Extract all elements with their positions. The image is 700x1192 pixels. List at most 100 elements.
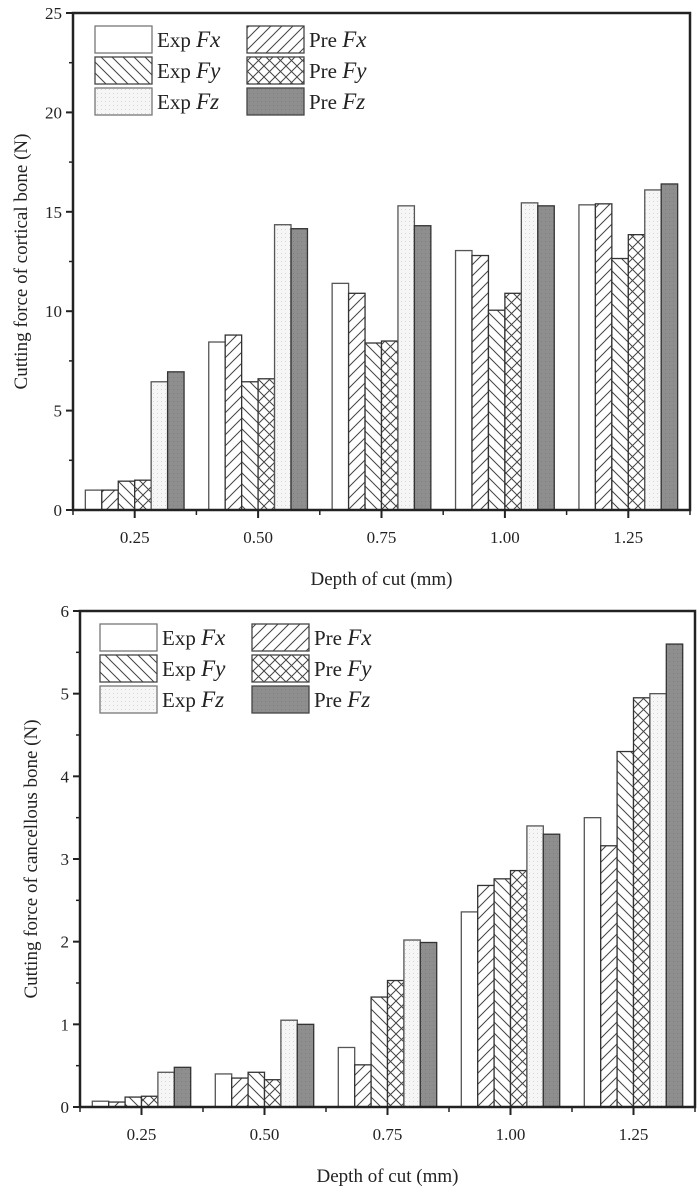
legend-item: Pre Fx [251,623,372,652]
bar-pre-fz-1.00 [537,205,555,511]
bar-exp-fz-0.25 [157,1071,175,1108]
y-tick-label: 0 [61,1098,70,1117]
bar-exp-fz-1.00 [526,825,544,1108]
bar-exp-fx-0.75 [337,1046,356,1108]
y-tick-label: 3 [61,850,70,869]
x-tick-label: 1.25 [613,528,643,547]
x-tick-label: 1.25 [619,1125,649,1144]
bar-pre-fy-1.00 [504,292,523,511]
legend-label: Exp Fy [157,58,221,83]
bar-pre-fx-1.00 [477,884,495,1108]
bar-pre-fz-1.25 [665,643,684,1108]
x-tick-label: 0.75 [367,528,397,547]
legend-label: Exp Fx [157,27,221,52]
y-tick-label: 5 [54,402,63,421]
bar-exp-fy-0.50 [240,381,259,511]
bar-pre-fx-1.00 [471,254,490,511]
legend-label: Pre Fy [309,58,367,83]
bar-pre-fx-1.25 [600,845,618,1108]
y-tick-label: 10 [45,302,62,321]
legend-item: Pre Fz [246,87,365,116]
legend-item: Exp Fz [94,87,219,116]
bar-exp-fy-1.00 [493,878,512,1108]
x-tick-label: 0.25 [127,1125,157,1144]
y-tick-label: 0 [54,501,63,520]
bar-pre-fz-0.25 [166,371,185,511]
bar-exp-fy-1.25 [616,750,635,1108]
bar-exp-fz-1.00 [520,202,539,511]
bar-exp-fx-1.00 [454,249,473,511]
legend-item: Exp Fy [94,56,221,85]
legend-label: Pre Fz [314,687,370,712]
legend-label: Pre Fx [309,27,367,52]
cortical-bone-chart: 0 5 10 15 20 25 0.25 0.50 0.75 1.00 1.25 Depth of … [11,4,692,590]
y-tick-label: 2 [61,933,70,952]
bar-pre-fx-0.75 [347,292,366,511]
y-tick-label: 25 [45,4,62,23]
y-tick-label: 1 [61,1015,70,1034]
bar-exp-fz-1.25 [644,189,662,511]
bar-pre-fz-0.50 [290,228,309,511]
bar-pre-fx-0.25 [101,489,119,511]
bar-pre-fz-0.75 [413,225,432,511]
bar-pre-fz-0.25 [173,1066,192,1108]
legend-label: Exp Fz [157,89,219,114]
ticks-layer: 0 5 10 15 20 25 0.25 0.50 0.75 1.00 1.25 [45,4,691,547]
y-axis-title: Cutting force of cancellous bone (N) [21,719,42,998]
bar-pre-fx-0.50 [224,334,243,511]
legend-swatch [94,87,153,116]
bar-pre-fy-0.50 [257,378,276,511]
bar-exp-fx-1.25 [578,204,597,511]
x-tick-label: 0.50 [250,1125,280,1144]
bar-exp-fy-0.50 [247,1071,266,1108]
y-axis-title: Cutting force of cortical bone (N) [11,134,32,390]
legend: Exp Fx Pre Fx Exp Fy Pre Fy Exp Fz Pre Fz [99,623,372,714]
legend-swatch [99,623,158,652]
bar-pre-fy-0.50 [263,1079,282,1108]
legend-swatch [251,623,310,652]
bars-layer [84,183,679,511]
legend: Exp Fx Pre Fx Exp Fy Pre Fy Exp Fz Pre Fz [94,25,367,116]
legend-swatch [251,654,310,683]
bar-exp-fz-0.50 [273,224,292,511]
legend-item: Pre Fx [246,25,367,54]
x-tick-label: 0.75 [373,1125,403,1144]
legend-label: Exp Fy [162,656,226,681]
legend-item: Pre Fy [246,56,367,85]
bar-pre-fz-0.50 [296,1023,315,1108]
x-tick-label: 1.00 [490,528,520,547]
legend-item: Exp Fy [99,654,226,683]
legend-item: Pre Fy [251,654,372,683]
bar-pre-fz-0.75 [419,941,438,1108]
bar-pre-fy-1.25 [627,234,646,511]
bar-exp-fz-0.75 [403,939,421,1108]
bar-pre-fz-1.00 [542,833,561,1108]
bar-exp-fy-0.75 [370,996,389,1108]
legend-swatch [99,654,158,683]
legend-label: Pre Fz [309,89,365,114]
legend-label: Pre Fx [314,625,372,650]
bar-pre-fy-0.75 [386,979,405,1108]
bar-exp-fx-0.25 [84,489,103,511]
legend-swatch [99,685,158,714]
x-tick-label: 0.25 [120,528,150,547]
bar-exp-fz-0.25 [150,381,169,511]
y-tick-label: 5 [61,685,70,704]
legend-label: Exp Fx [162,625,226,650]
bar-pre-fy-1.25 [632,697,651,1108]
legend-item: Exp Fx [99,623,226,652]
bar-pre-fx-1.25 [594,203,613,511]
bar-pre-fy-0.25 [140,1095,159,1108]
bar-exp-fz-1.25 [649,693,667,1108]
legend-swatch [94,56,153,85]
bar-exp-fy-0.75 [364,342,383,511]
legend-item: Pre Fz [251,685,370,714]
bar-pre-fz-1.25 [660,183,679,511]
bar-pre-fx-0.50 [231,1077,249,1108]
ticks-layer: 0 1 2 3 4 5 6 0.25 0.50 0.75 1.00 1.25 [61,602,696,1144]
bar-exp-fy-0.25 [124,1096,143,1108]
legend-swatch [246,87,305,116]
legend-label: Pre Fy [314,656,372,681]
bar-exp-fz-0.75 [397,205,416,511]
y-tick-label: 6 [61,602,70,621]
